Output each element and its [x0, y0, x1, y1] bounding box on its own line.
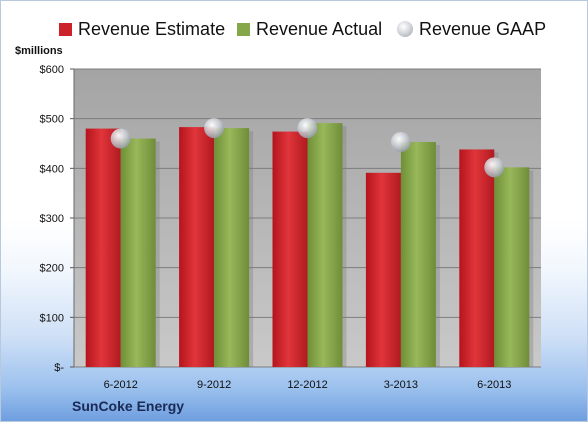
y-axis-unit-label: $millions	[15, 45, 63, 57]
company-name-label: SunCoke Energy	[72, 398, 185, 414]
legend-swatch-green	[237, 22, 250, 36]
bar-revenue-actual	[214, 128, 250, 367]
bar-revenue-actual	[400, 142, 436, 367]
x-tick-label: 6-2012	[104, 379, 138, 391]
bar-revenue-estimate	[85, 128, 121, 367]
legend-label-revenue-actual: Revenue Actual	[256, 18, 383, 39]
legend-item-revenue-actual: Revenue Actual	[237, 17, 382, 41]
marker-revenue-gaap	[204, 118, 225, 139]
legend-swatch-red	[59, 22, 72, 36]
y-tick-label: $600	[40, 64, 64, 76]
marker-revenue-gaap	[484, 157, 505, 178]
bar-revenue-estimate	[365, 172, 401, 367]
legend-label-revenue-estimate: Revenue Estimate	[78, 18, 226, 39]
bar-revenue-actual	[307, 123, 343, 368]
x-tick-label: 6-2013	[477, 379, 511, 391]
x-tick-label: 3-2013	[384, 379, 418, 391]
bar-revenue-actual	[494, 167, 530, 367]
bar-revenue-estimate	[459, 149, 495, 367]
y-tick-label: $200	[40, 263, 64, 275]
marker-revenue-gaap	[390, 132, 411, 153]
y-tick-label: $500	[40, 114, 64, 126]
y-tick-label: $300	[40, 213, 64, 225]
x-tick-label: 9-2012	[197, 379, 231, 391]
legend: Revenue Estimate Revenue Actual Revenue …	[1, 17, 587, 41]
legend-label-revenue-gaap: Revenue GAAP	[419, 18, 547, 39]
marker-revenue-gaap	[297, 118, 318, 139]
legend-item-revenue-estimate: Revenue Estimate	[59, 17, 225, 41]
legend-item-revenue-gaap: Revenue GAAP	[397, 17, 546, 41]
bar-revenue-estimate	[272, 131, 308, 367]
bar-revenue-actual	[120, 138, 156, 367]
x-tick-label: 12-2012	[287, 379, 327, 391]
marker-revenue-gaap	[110, 128, 131, 149]
legend-marker-circle	[397, 21, 413, 37]
y-tick-label: $-	[54, 362, 64, 374]
y-tick-label: $400	[40, 163, 64, 175]
y-tick-label: $100	[40, 312, 64, 324]
bar-revenue-estimate	[179, 127, 215, 367]
